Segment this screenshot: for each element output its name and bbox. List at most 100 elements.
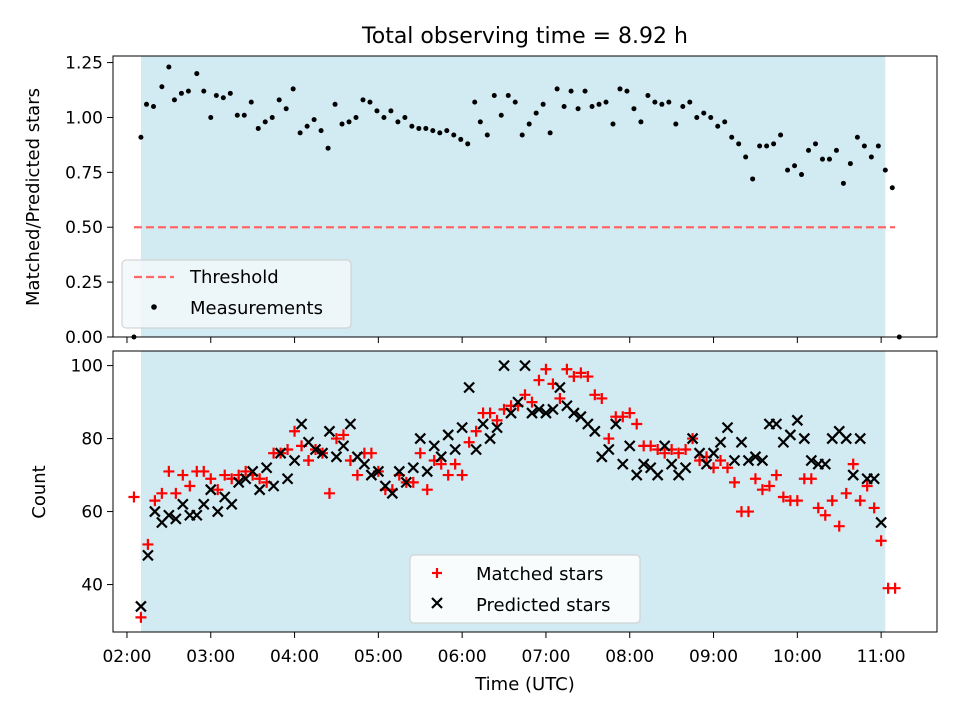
- predicted-star-point: [665, 458, 678, 470]
- measurement-point: [792, 163, 798, 169]
- measurement-point: [708, 114, 714, 120]
- measurement-point: [367, 99, 373, 105]
- predicted-star-point: [651, 469, 664, 481]
- predicted-star-point: [700, 458, 713, 470]
- predicted-star-point: [211, 505, 224, 518]
- predicted-star-point: [309, 443, 322, 456]
- measurement-point: [194, 71, 200, 77]
- predicted-star-point: [177, 498, 189, 511]
- predicted-star-point: [344, 418, 357, 430]
- measurement-point: [582, 88, 588, 94]
- matched-star-point: [889, 582, 901, 594]
- matched-star-point: [673, 447, 685, 459]
- matched-star-point: [442, 469, 454, 481]
- measurement-point: [666, 99, 672, 105]
- measurement-point: [847, 161, 853, 167]
- measurement-point: [833, 147, 839, 153]
- matched-star-point: [463, 436, 475, 448]
- measurement-point: [736, 141, 742, 147]
- measurements-legend-label: Measurements: [190, 298, 323, 319]
- measurement-point: [764, 143, 770, 149]
- matched-star-point: [407, 476, 419, 488]
- matched-star-point: [596, 392, 608, 404]
- measurement-point: [533, 110, 539, 116]
- matched-star-point: [791, 495, 803, 507]
- measurement-point: [840, 180, 846, 186]
- predicted-star-point: [784, 429, 797, 441]
- measurement-point: [472, 99, 478, 105]
- matched-legend-label: Matched stars: [476, 564, 603, 585]
- measurement-point: [297, 130, 303, 136]
- measurement-point: [159, 84, 165, 90]
- matched-star-point: [589, 389, 601, 401]
- measurement-point: [283, 106, 289, 112]
- matched-star-point: [519, 389, 531, 401]
- measurement-point: [526, 121, 532, 127]
- y-tick-label: 1.25: [65, 54, 103, 74]
- measurement-point: [652, 99, 658, 105]
- count-legend: Matched stars Predicted stars: [409, 554, 641, 624]
- matched-star-point: [337, 429, 349, 441]
- matched-star-point: [728, 476, 740, 488]
- y-tick-label: 100: [71, 357, 103, 377]
- matched-stars-series: [128, 363, 901, 623]
- predicted-star-point: [456, 421, 468, 434]
- measurement-point: [631, 106, 637, 112]
- measurement-point: [799, 172, 805, 178]
- count-y-axis-label: Count: [29, 465, 50, 518]
- matched-star-point: [184, 480, 196, 492]
- matched-star-point: [826, 495, 838, 507]
- measurement-point: [395, 119, 401, 125]
- y-tick-label: 0.50: [65, 218, 103, 238]
- predicted-star-point: [798, 432, 811, 445]
- measurement-point: [505, 93, 511, 99]
- predicted-star-point: [854, 432, 866, 445]
- measurement-point: [458, 136, 464, 142]
- measurement-point: [561, 103, 567, 109]
- matched-star-point: [351, 469, 363, 481]
- predicted-star-point: [274, 447, 287, 459]
- predicted-star-point: [358, 458, 371, 470]
- measurement-point: [540, 101, 546, 107]
- x-tick-label: 08:00: [605, 647, 654, 667]
- predicted-star-point: [679, 462, 692, 474]
- predicted-star-point: [463, 381, 475, 394]
- measurement-point: [171, 97, 177, 103]
- matched-star-point: [484, 407, 496, 419]
- measurement-point: [568, 88, 574, 94]
- matched-legend-marker: [432, 568, 442, 578]
- predicted-star-point: [330, 451, 343, 463]
- legend-box: [409, 554, 641, 624]
- predicted-star-point: [742, 454, 755, 467]
- matched-star-point: [833, 520, 845, 532]
- measurement-point: [875, 143, 881, 149]
- predicted-star-point: [805, 454, 818, 467]
- predicted-star-point: [421, 465, 434, 478]
- matched-star-point: [421, 484, 433, 496]
- ratio-y-ticks: 0.00 0.25 0.50 0.75 1.00 1.25: [65, 54, 113, 348]
- measurement-point: [812, 141, 818, 147]
- predicted-star-point: [323, 425, 336, 438]
- y-tick-label: 60: [81, 503, 103, 523]
- predicted-star-point: [749, 451, 762, 463]
- matched-star-point: [568, 371, 580, 383]
- measurement-point: [624, 88, 630, 94]
- predicted-stars-series: [135, 359, 887, 613]
- measurement-point: [388, 108, 394, 114]
- measurement-point: [645, 93, 651, 99]
- measurement-point: [304, 123, 310, 129]
- predicted-star-point: [791, 414, 804, 427]
- matched-star-point: [198, 465, 210, 477]
- predicted-star-point: [149, 505, 161, 518]
- matched-star-point: [170, 487, 182, 499]
- measurement-point: [715, 123, 721, 129]
- predicted-star-point: [693, 447, 706, 459]
- predicted-star-point: [267, 480, 280, 492]
- measurement-point: [138, 134, 144, 140]
- matched-star-point: [749, 473, 761, 485]
- measurement-point: [430, 128, 436, 134]
- measurement-point: [589, 103, 595, 109]
- predicted-star-point: [616, 458, 629, 470]
- measurement-point: [694, 114, 700, 120]
- predicted-star-point: [281, 472, 294, 485]
